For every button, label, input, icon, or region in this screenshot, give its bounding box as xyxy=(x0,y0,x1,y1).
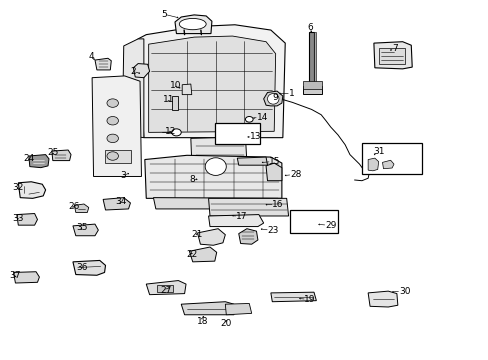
Polygon shape xyxy=(52,150,71,161)
Polygon shape xyxy=(17,213,38,225)
Text: 13: 13 xyxy=(250,132,261,141)
Ellipse shape xyxy=(179,18,206,30)
Polygon shape xyxy=(265,163,281,181)
Text: 31: 31 xyxy=(372,147,384,156)
Text: 15: 15 xyxy=(269,157,280,166)
Polygon shape xyxy=(238,229,257,244)
Ellipse shape xyxy=(107,99,118,107)
Polygon shape xyxy=(367,291,397,307)
Polygon shape xyxy=(208,215,263,226)
Text: 19: 19 xyxy=(304,295,315,304)
Polygon shape xyxy=(18,182,45,198)
Text: 11: 11 xyxy=(163,95,174,104)
Polygon shape xyxy=(175,15,211,33)
Ellipse shape xyxy=(205,158,226,175)
Bar xyxy=(104,150,131,163)
Text: 21: 21 xyxy=(191,230,203,239)
Text: 36: 36 xyxy=(76,263,87,272)
Text: 3: 3 xyxy=(120,171,125,180)
Polygon shape xyxy=(263,91,282,106)
Polygon shape xyxy=(92,76,141,176)
Polygon shape xyxy=(208,198,288,216)
Bar xyxy=(157,285,172,292)
Polygon shape xyxy=(382,160,393,169)
Polygon shape xyxy=(29,154,49,168)
Text: 37: 37 xyxy=(10,271,21,280)
Text: 24: 24 xyxy=(23,154,34,163)
Text: 23: 23 xyxy=(267,226,278,235)
Bar xyxy=(289,210,337,233)
Polygon shape xyxy=(181,302,233,315)
Polygon shape xyxy=(146,280,185,294)
Bar xyxy=(214,123,260,144)
Ellipse shape xyxy=(107,152,118,160)
Text: 28: 28 xyxy=(289,170,301,179)
Text: 20: 20 xyxy=(220,319,231,328)
Text: 27: 27 xyxy=(160,285,172,294)
Text: 4: 4 xyxy=(89,52,94,61)
Polygon shape xyxy=(74,204,89,212)
Polygon shape xyxy=(373,42,411,69)
Text: 35: 35 xyxy=(76,223,87,232)
Bar xyxy=(378,48,404,64)
Text: 8: 8 xyxy=(189,175,195,184)
Text: 25: 25 xyxy=(47,148,59,157)
Text: 22: 22 xyxy=(185,249,197,258)
Bar xyxy=(308,32,313,90)
Text: 7: 7 xyxy=(391,44,397,53)
Ellipse shape xyxy=(107,117,118,125)
Polygon shape xyxy=(144,155,281,198)
Ellipse shape xyxy=(171,129,181,136)
Polygon shape xyxy=(189,247,216,262)
Text: 26: 26 xyxy=(68,202,80,211)
Text: 30: 30 xyxy=(398,287,409,296)
Polygon shape xyxy=(148,36,275,132)
Text: 34: 34 xyxy=(115,197,126,206)
Bar xyxy=(303,81,322,89)
Text: 9: 9 xyxy=(272,93,278,102)
Text: 18: 18 xyxy=(196,317,208,325)
Polygon shape xyxy=(14,272,40,283)
Text: 17: 17 xyxy=(235,212,247,221)
Ellipse shape xyxy=(226,131,232,136)
Polygon shape xyxy=(133,64,149,78)
Polygon shape xyxy=(270,292,316,302)
Polygon shape xyxy=(122,39,143,138)
Ellipse shape xyxy=(267,94,279,104)
Polygon shape xyxy=(138,25,285,138)
Text: 1: 1 xyxy=(288,89,294,98)
Text: 32: 32 xyxy=(12,183,23,192)
Bar xyxy=(313,32,315,90)
Ellipse shape xyxy=(107,134,118,143)
Text: 6: 6 xyxy=(307,23,313,32)
Bar xyxy=(361,143,421,174)
Ellipse shape xyxy=(245,117,253,122)
Polygon shape xyxy=(197,229,225,245)
Text: 29: 29 xyxy=(325,221,336,230)
Polygon shape xyxy=(367,158,378,171)
Polygon shape xyxy=(103,198,130,210)
Polygon shape xyxy=(190,137,248,188)
Text: 14: 14 xyxy=(256,113,267,122)
Polygon shape xyxy=(95,58,111,70)
Bar xyxy=(303,86,322,94)
Polygon shape xyxy=(153,198,280,209)
Polygon shape xyxy=(73,260,105,275)
Polygon shape xyxy=(182,84,191,95)
Text: 2: 2 xyxy=(130,67,136,76)
Polygon shape xyxy=(237,157,267,165)
Text: 16: 16 xyxy=(272,200,283,209)
Bar xyxy=(199,171,239,184)
Text: 10: 10 xyxy=(170,81,182,90)
Polygon shape xyxy=(171,96,178,110)
Ellipse shape xyxy=(297,222,304,226)
Text: 5: 5 xyxy=(161,10,167,19)
Polygon shape xyxy=(73,224,98,236)
Polygon shape xyxy=(225,303,251,315)
Text: 12: 12 xyxy=(165,127,177,136)
Text: 33: 33 xyxy=(12,214,23,223)
